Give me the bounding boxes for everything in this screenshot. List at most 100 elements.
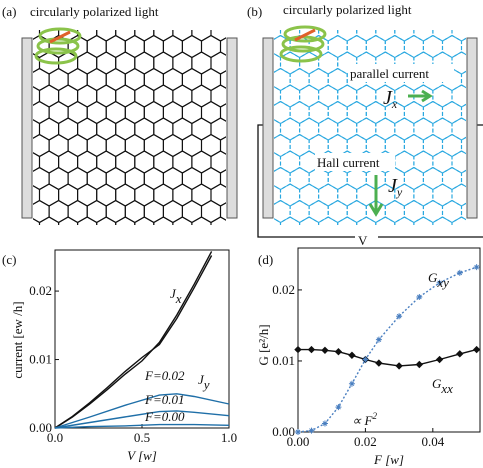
figure: (a) circularly polarized light (b) circu…: [0, 0, 483, 468]
annotation: ∝ F2: [352, 411, 377, 428]
hexagon: [414, 151, 433, 173]
y-tick-label: 0.00: [29, 420, 52, 435]
hexagon: [338, 118, 357, 140]
hexagon: [135, 217, 154, 239]
hexagon: [443, 135, 462, 157]
hexagon: [376, 19, 395, 41]
hexagon: [290, 168, 309, 190]
plot-frame: [298, 248, 480, 432]
charts: (c)0.00.51.00.000.010.02V [w]current [ew…: [2, 248, 480, 467]
hexagon: [433, 151, 452, 173]
hexagon: [423, 135, 442, 157]
hexagon: [338, 19, 357, 41]
electrode: [22, 38, 32, 218]
annotation: Jy: [388, 175, 403, 199]
hexagon: [443, 201, 462, 223]
hexagon: [281, 85, 300, 107]
hexagon: [281, 184, 300, 206]
hexagon: [443, 36, 462, 58]
hexagon: [154, 217, 173, 239]
hexagon: [290, 69, 309, 91]
hexagon: [328, 102, 347, 124]
hexagon: [404, 168, 423, 190]
hexagon: [395, 118, 414, 140]
hexagon: [433, 85, 452, 107]
hexagon: [319, 118, 338, 140]
hexagon: [395, 151, 414, 173]
marker: [474, 264, 480, 270]
circuit: [258, 125, 483, 237]
hexagon: [173, 217, 192, 239]
hexagon: [116, 217, 135, 239]
hexagon: [309, 69, 328, 91]
hexagon: [230, 217, 249, 239]
hexagon: [395, 217, 414, 239]
marker: [457, 351, 463, 357]
hexagon: [271, 102, 290, 124]
hexagon: [366, 36, 385, 58]
hexagon: [271, 135, 290, 157]
light-helix: [36, 29, 80, 63]
marker: [396, 363, 402, 369]
hexagon: [281, 118, 300, 140]
marker: [437, 357, 443, 363]
marker: [349, 352, 355, 358]
panel-label: (b): [247, 4, 262, 19]
hexagon: [328, 69, 347, 91]
hexagon: [271, 69, 290, 91]
hexagon: [290, 102, 309, 124]
hexagon: [376, 217, 395, 239]
hexagon: [328, 201, 347, 223]
hexagon: [414, 217, 433, 239]
hexagon: [347, 36, 366, 58]
annotation-text: F=0.02: [144, 368, 185, 383]
voltage: V: [358, 233, 368, 248]
annotation-text: ∝ F: [352, 413, 374, 428]
annotation-sub: x: [175, 291, 182, 306]
annotation-sub: xy: [436, 275, 449, 290]
hexagon: [471, 217, 483, 239]
hexagon: [443, 102, 462, 124]
x-axis-label: F [w]: [373, 452, 404, 467]
marker: [322, 420, 328, 426]
annotation: F=0.02: [144, 368, 185, 383]
electrode: [263, 38, 273, 218]
annotation: Jx: [170, 286, 182, 306]
marker: [362, 357, 368, 363]
annotation: F=0.00: [144, 409, 185, 424]
hexagon: [423, 36, 442, 58]
hexagon: [338, 85, 357, 107]
hexagon: [281, 217, 300, 239]
hexagon: [192, 217, 211, 239]
hexagon: [414, 19, 433, 41]
hexagon: [404, 36, 423, 58]
marker: [308, 428, 314, 434]
hexagon: [300, 217, 319, 239]
hexagon: [357, 85, 376, 107]
annotation: Jy: [198, 372, 210, 392]
marker: [308, 347, 314, 353]
x-tick-label: 0.02: [354, 434, 377, 449]
hexagon: [452, 217, 471, 239]
hexagon: [395, 19, 414, 41]
panel-label: (d): [258, 252, 273, 267]
annotation: parallel current: [350, 66, 429, 81]
hexagon: [414, 184, 433, 206]
hexagon: [59, 217, 78, 239]
hexagon: [423, 201, 442, 223]
hexagon: [271, 168, 290, 190]
hexagon: [281, 52, 300, 74]
marker: [335, 349, 341, 355]
hexagon: [385, 36, 404, 58]
y-axis-label: G [e²/h]: [256, 324, 271, 365]
plot-frame: [55, 250, 229, 428]
hexagon: [319, 217, 338, 239]
annotation-text: F=0.00: [144, 409, 185, 424]
annotation: Hall current: [317, 155, 380, 170]
hexagon: [78, 217, 97, 239]
hexagon: [347, 201, 366, 223]
electrode: [467, 38, 477, 218]
hexagon: [433, 217, 452, 239]
y-tick-label: 0.02: [272, 282, 295, 297]
hexagon: [338, 217, 357, 239]
